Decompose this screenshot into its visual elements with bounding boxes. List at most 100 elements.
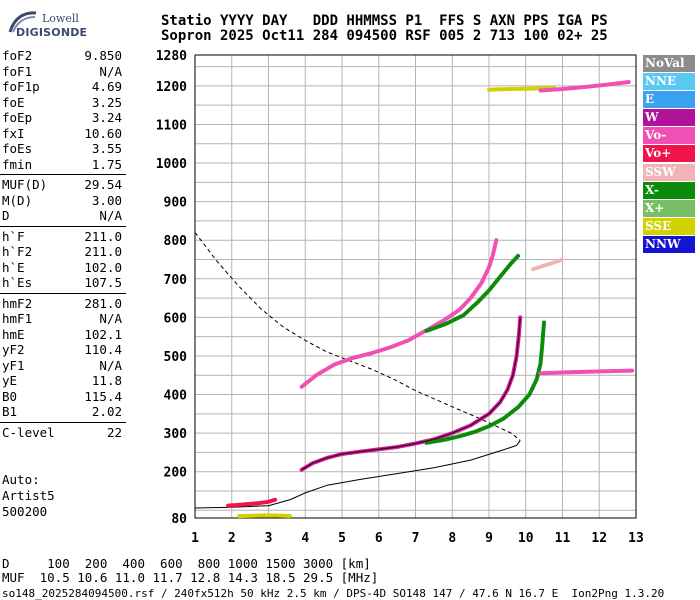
legend: NoVal NNE E W Vo- Vo+ SSW X- X+ SSE NNW <box>643 55 695 254</box>
y-tick-label: 500 <box>164 350 188 365</box>
x-tick-label: 9 <box>485 531 493 546</box>
param-row: foEp 3.24 <box>0 110 126 126</box>
param-value: 281.0 <box>84 295 122 311</box>
legend-item-nnw: NNW <box>643 235 695 253</box>
legend-item-vo: Vo+ <box>643 145 695 163</box>
digisonde-logo: Lowell DIGISONDE <box>4 6 87 42</box>
param-row: yF1 N/A <box>0 358 126 374</box>
param-value: 102.0 <box>84 259 122 275</box>
param-row: h`F2 211.0 <box>0 244 126 260</box>
y-tick-label: 1000 <box>156 157 187 172</box>
param-separator <box>0 292 126 294</box>
param-value: 211.0 <box>84 228 122 244</box>
param-value: 211.0 <box>84 244 122 259</box>
param-name: C-level <box>2 424 55 440</box>
trace-sse <box>487 85 558 92</box>
profile-curve <box>194 440 521 509</box>
param-name: foF1 <box>2 63 33 79</box>
x-tick-label: 7 <box>412 531 420 546</box>
param-value: 11.8 <box>91 373 122 388</box>
param-value: N/A <box>99 208 122 223</box>
y-tick-label: 80 <box>171 512 187 527</box>
param-value: 102.1 <box>84 326 122 342</box>
param-name: h`F2 <box>2 244 33 259</box>
param-name: fmin <box>2 156 33 172</box>
legend-item-vo: Vo- <box>643 127 695 145</box>
station-header: Statio YYYY DAY DDD HHMMSS P1 FFS S AXN … <box>161 14 608 44</box>
y-tick-label: 1200 <box>156 80 187 95</box>
x-tick-label: 8 <box>448 531 456 546</box>
auto-label: Auto: <box>2 472 40 487</box>
auto-scaling-info: Auto: Artist5 500200 <box>2 472 55 520</box>
legend-item-x: X+ <box>643 199 695 217</box>
trace-sse <box>237 513 293 519</box>
logo-line1: Lowell <box>42 12 79 25</box>
param-row: foF2 9.850 <box>0 48 126 64</box>
legend-item-nne: NNE <box>643 73 695 91</box>
param-row: h`E 102.0 <box>0 260 126 276</box>
legend-item-w: W <box>643 109 695 127</box>
y-tick-label: 800 <box>164 234 188 249</box>
auto-code: 500200 <box>2 504 48 519</box>
y-tick-label: 400 <box>164 389 188 404</box>
param-value: 115.4 <box>84 388 122 404</box>
param-name: h`E <box>2 259 25 275</box>
param-separator <box>0 421 126 423</box>
param-row: hmF2 281.0 <box>0 296 126 312</box>
param-row: B0 115.4 <box>0 389 126 405</box>
param-name: B1 <box>2 404 18 419</box>
param-value: 22 <box>106 424 122 440</box>
param-value: N/A <box>99 311 122 326</box>
y-tick-label: 900 <box>164 196 188 211</box>
trace-vo- <box>538 368 635 376</box>
param-name: foEp <box>2 110 33 125</box>
x-tick-label: 5 <box>338 531 346 546</box>
y-tick-label: 1280 <box>156 49 187 64</box>
param-name: yE <box>2 373 18 388</box>
param-row: C-level 22 <box>0 425 126 441</box>
logo-swoosh-icon <box>8 11 37 33</box>
param-name: D <box>2 208 10 223</box>
plot-frame <box>194 54 637 519</box>
param-value: 10.60 <box>84 125 122 141</box>
param-value: 107.5 <box>84 275 122 290</box>
y-tick-label: 600 <box>164 311 188 326</box>
param-row: h`Es 107.5 <box>0 275 126 291</box>
param-value: 1.75 <box>91 156 122 172</box>
param-name: h`F <box>2 228 25 244</box>
x-tick-label: 13 <box>628 531 644 546</box>
param-row: B1 2.02 <box>0 404 126 420</box>
header-values: Sopron 2025 Oct11 284 094500 RSF 005 2 7… <box>161 28 608 44</box>
param-separator <box>0 225 126 227</box>
param-value: 3.00 <box>91 192 122 208</box>
param-name: foF1p <box>2 79 40 94</box>
legend-item-ssw: SSW <box>643 163 695 181</box>
param-row: MUF(D) 29.54 <box>0 177 126 193</box>
logo-line2: DIGISONDE <box>16 26 88 39</box>
param-row: yF2 110.4 <box>0 342 126 358</box>
trace-vo- <box>226 497 278 508</box>
y-tick-label: 700 <box>164 273 188 288</box>
x-tick-label: 1 <box>191 531 199 546</box>
muf-row: MUF 10.5 10.6 11.0 11.7 12.8 14.3 18.5 2… <box>2 570 379 585</box>
x-tick-label: 10 <box>518 531 534 546</box>
param-name: fxI <box>2 125 25 141</box>
trace-ssw <box>531 257 565 272</box>
file-footer: so148_2025284094500.rsf / 240fx512h 50 k… <box>2 587 665 600</box>
x-tick-label: 6 <box>375 531 383 546</box>
param-row: fmin 1.75 <box>0 157 126 173</box>
param-value: 3.55 <box>91 141 122 156</box>
param-value: 2.02 <box>91 404 122 419</box>
trace-vo- <box>538 80 631 93</box>
parameter-panel: foF2 9.850 foF1 N/A foF1p 4.69 foE 3.25 foEp 3.24… <box>0 48 126 440</box>
param-row: D N/A <box>0 208 126 224</box>
param-value: 3.25 <box>91 94 122 110</box>
param-value: 3.24 <box>91 110 122 125</box>
param-value: 4.69 <box>91 79 122 94</box>
dashed-curve <box>194 232 521 441</box>
legend-item-sse: SSE <box>643 217 695 235</box>
param-row: foE 3.25 <box>0 95 126 111</box>
param-name: hmF1 <box>2 311 33 326</box>
param-name: foF2 <box>2 48 33 63</box>
